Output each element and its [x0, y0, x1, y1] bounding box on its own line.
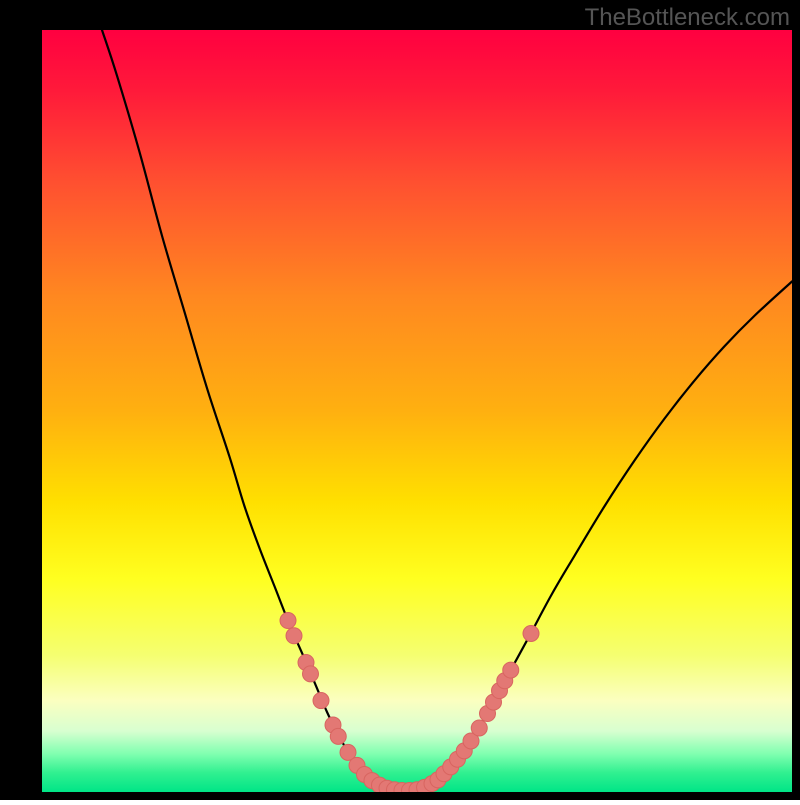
data-marker: [303, 666, 319, 682]
chart-container: TheBottleneck.com: [0, 0, 800, 800]
bottleneck-chart: [0, 0, 800, 800]
data-marker: [330, 728, 346, 744]
data-marker: [313, 693, 329, 709]
data-marker: [280, 613, 296, 629]
data-marker: [471, 720, 487, 736]
gradient-background: [42, 30, 792, 792]
data-marker: [523, 626, 539, 642]
watermark-text: TheBottleneck.com: [585, 4, 790, 32]
data-marker: [503, 662, 519, 678]
data-marker: [286, 628, 302, 644]
